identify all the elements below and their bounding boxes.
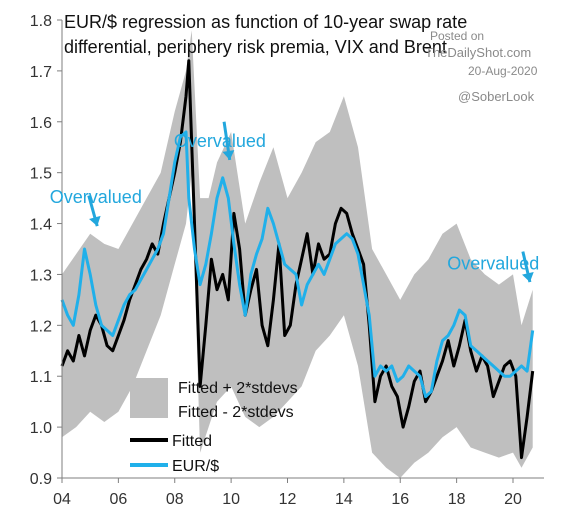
- annotation-arrow-head: [89, 215, 101, 227]
- x-tick-label: 12: [279, 491, 297, 508]
- chart-title-line-1: EUR/$ regression as function of 10-year …: [64, 12, 467, 32]
- legend-band-lower: Fitted - 2*stdevs: [178, 404, 294, 421]
- annotation-arrow-head: [222, 150, 235, 160]
- x-tick-label: 14: [335, 491, 353, 508]
- source-posted: Posted on: [430, 29, 484, 43]
- x-tick-label: 10: [222, 491, 240, 508]
- x-tick-label: 06: [109, 491, 127, 508]
- y-tick-label: 1.7: [30, 64, 52, 81]
- legend-fitted: Fitted: [172, 433, 212, 450]
- x-tick-label: 16: [391, 491, 409, 508]
- annotation-overvalued: Overvalued: [50, 187, 142, 207]
- x-tick-label: 18: [448, 491, 466, 508]
- x-tick-label: 08: [166, 491, 184, 508]
- annotation-overvalued: Overvalued: [447, 253, 539, 273]
- x-tick-label: 20: [504, 491, 522, 508]
- y-tick-label: 1.0: [30, 420, 52, 437]
- y-tick-label: 1.4: [30, 217, 52, 234]
- annotation-arrow-head: [522, 271, 534, 283]
- eurusd-line: [60, 130, 535, 399]
- axis-layer: 0.9 1.0 1.1 1.2 1.3 1.4 1.5 1.6 1.7 1.8 04 06 08 10 12…: [30, 13, 544, 508]
- chart-title-line-2: differential, periphery risk premia, VIX…: [64, 37, 447, 57]
- legend-band-upper: Fitted + 2*stdevs: [178, 380, 298, 397]
- source-date: 20-Aug-2020: [468, 64, 538, 78]
- annotation-layer: Overvalued Overvalued Overvalued: [50, 121, 539, 283]
- legend-band-swatch: [130, 378, 168, 418]
- line-layer: [60, 59, 535, 460]
- y-tick-label: 0.9: [30, 471, 52, 488]
- y-tick-label: 1.6: [30, 115, 52, 132]
- y-tick-label: 1.5: [30, 166, 52, 183]
- y-tick-label: 1.8: [30, 13, 52, 30]
- y-tick-label: 1.2: [30, 318, 52, 335]
- y-tick-label: 1.1: [30, 369, 52, 386]
- legend: Fitted + 2*stdevs Fitted - 2*stdevs Fitt…: [130, 378, 298, 475]
- x-tick-label: 04: [53, 491, 71, 508]
- source-handle: @SoberLook: [458, 89, 535, 104]
- legend-eurusd: EUR/$: [172, 458, 219, 475]
- source-site: TheDailyShot.com: [425, 45, 531, 60]
- y-tick-label: 1.3: [30, 267, 52, 284]
- annotation-overvalued: Overvalued: [174, 131, 266, 151]
- fitted-line: [60, 59, 535, 460]
